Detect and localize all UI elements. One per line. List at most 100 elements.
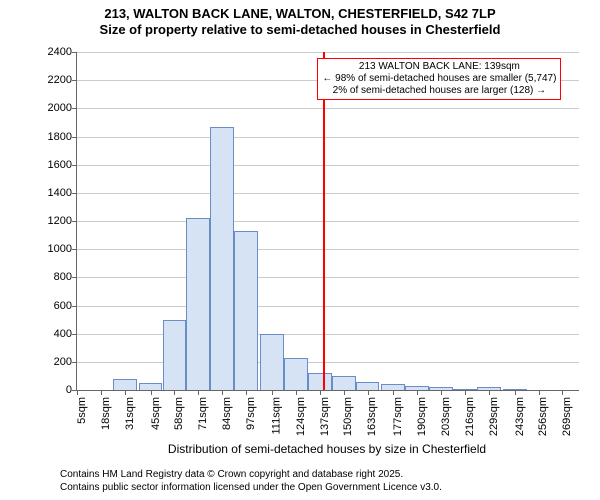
gridline bbox=[77, 362, 579, 363]
histogram-bar bbox=[356, 382, 380, 390]
x-tick-mark bbox=[222, 390, 223, 395]
chart-container: { "title_line1": "213, WALTON BACK LANE,… bbox=[0, 0, 600, 500]
histogram-bar bbox=[308, 373, 332, 390]
y-tick-label: 800 bbox=[54, 271, 72, 283]
x-tick-label: 137sqm bbox=[319, 397, 331, 436]
x-tick-label: 124sqm bbox=[295, 397, 307, 436]
x-tick-mark bbox=[320, 390, 321, 395]
footnote: Contains HM Land Registry data © Crown c… bbox=[60, 469, 442, 494]
y-tick-mark bbox=[72, 52, 77, 53]
plot-area: 213 WALTON BACK LANE: 139sqm← 98% of sem… bbox=[76, 52, 579, 391]
x-tick-label: 190sqm bbox=[416, 397, 428, 436]
title-line-2: Size of property relative to semi-detach… bbox=[0, 22, 600, 38]
y-tick-mark bbox=[72, 165, 77, 166]
y-tick-mark bbox=[72, 362, 77, 363]
y-tick-label: 2000 bbox=[48, 102, 72, 114]
x-tick-mark bbox=[296, 390, 297, 395]
histogram-bar bbox=[234, 231, 258, 390]
y-tick-label: 1600 bbox=[48, 159, 72, 171]
x-tick-label: 177sqm bbox=[392, 397, 404, 436]
histogram-bar bbox=[332, 376, 356, 390]
x-tick-mark bbox=[101, 390, 102, 395]
y-tick-label: 1800 bbox=[48, 131, 72, 143]
y-tick-label: 1000 bbox=[48, 243, 72, 255]
gridline bbox=[77, 137, 579, 138]
y-tick-label: 2200 bbox=[48, 74, 72, 86]
x-tick-mark bbox=[465, 390, 466, 395]
gridline bbox=[77, 306, 579, 307]
y-tick-mark bbox=[72, 221, 77, 222]
histogram-bar bbox=[163, 320, 187, 390]
x-tick-label: 58sqm bbox=[173, 397, 185, 430]
x-tick-label: 45sqm bbox=[150, 397, 162, 430]
x-tick-mark bbox=[272, 390, 273, 395]
gridline bbox=[77, 193, 579, 194]
histogram-bar bbox=[260, 334, 284, 390]
histogram-bar bbox=[284, 358, 308, 390]
x-tick-label: 216sqm bbox=[464, 397, 476, 436]
gridline bbox=[77, 277, 579, 278]
x-tick-mark bbox=[417, 390, 418, 395]
footnote-line-1: Contains HM Land Registry data © Crown c… bbox=[60, 469, 442, 482]
x-axis-title: Distribution of semi-detached houses by … bbox=[168, 442, 486, 456]
y-tick-mark bbox=[72, 108, 77, 109]
x-tick-mark bbox=[151, 390, 152, 395]
gridline bbox=[77, 165, 579, 166]
y-tick-mark bbox=[72, 277, 77, 278]
y-tick-mark bbox=[72, 249, 77, 250]
y-tick-label: 1200 bbox=[48, 215, 72, 227]
x-tick-mark bbox=[125, 390, 126, 395]
x-tick-mark bbox=[246, 390, 247, 395]
gridline bbox=[77, 108, 579, 109]
y-tick-label: 600 bbox=[54, 300, 72, 312]
footnote-line-2: Contains public sector information licen… bbox=[60, 482, 442, 495]
x-tick-mark bbox=[539, 390, 540, 395]
y-tick-label: 400 bbox=[54, 328, 72, 340]
annotation-line: ← 98% of semi-detached houses are smalle… bbox=[322, 73, 556, 85]
x-tick-label: 256sqm bbox=[538, 397, 550, 436]
title-line-1: 213, WALTON BACK LANE, WALTON, CHESTERFI… bbox=[0, 6, 600, 22]
x-tick-label: 163sqm bbox=[367, 397, 379, 436]
x-tick-mark bbox=[441, 390, 442, 395]
x-tick-label: 203sqm bbox=[440, 397, 452, 436]
x-tick-mark bbox=[344, 390, 345, 395]
y-tick-mark bbox=[72, 334, 77, 335]
y-tick-label: 200 bbox=[54, 356, 72, 368]
x-tick-mark bbox=[174, 390, 175, 395]
histogram-bar bbox=[139, 383, 163, 390]
histogram-bar bbox=[210, 127, 234, 390]
x-tick-label: 5sqm bbox=[76, 397, 88, 424]
chart-title: 213, WALTON BACK LANE, WALTON, CHESTERFI… bbox=[0, 6, 600, 39]
x-tick-label: 229sqm bbox=[488, 397, 500, 436]
x-tick-mark bbox=[489, 390, 490, 395]
x-tick-label: 269sqm bbox=[561, 397, 573, 436]
y-tick-mark bbox=[72, 193, 77, 194]
x-tick-label: 31sqm bbox=[124, 397, 136, 430]
gridline bbox=[77, 221, 579, 222]
histogram-bar bbox=[186, 218, 210, 390]
annotation-box: 213 WALTON BACK LANE: 139sqm← 98% of sem… bbox=[317, 58, 561, 100]
reference-line bbox=[323, 52, 325, 390]
x-tick-label: 97sqm bbox=[245, 397, 257, 430]
x-tick-mark bbox=[393, 390, 394, 395]
y-tick-label: 1400 bbox=[48, 187, 72, 199]
x-tick-mark bbox=[198, 390, 199, 395]
x-tick-mark bbox=[77, 390, 78, 395]
x-tick-label: 18sqm bbox=[100, 397, 112, 430]
x-tick-label: 71sqm bbox=[197, 397, 209, 430]
annotation-line: 213 WALTON BACK LANE: 139sqm bbox=[322, 61, 556, 73]
gridline bbox=[77, 249, 579, 250]
y-tick-mark bbox=[72, 306, 77, 307]
x-tick-label: 84sqm bbox=[221, 397, 233, 430]
x-tick-mark bbox=[515, 390, 516, 395]
y-tick-mark bbox=[72, 80, 77, 81]
y-tick-label: 2400 bbox=[48, 46, 72, 58]
x-tick-mark bbox=[368, 390, 369, 395]
y-tick-mark bbox=[72, 137, 77, 138]
y-tick-label: 0 bbox=[66, 384, 72, 396]
x-tick-label: 111sqm bbox=[271, 397, 283, 435]
x-tick-label: 150sqm bbox=[343, 397, 355, 436]
x-tick-mark bbox=[562, 390, 563, 395]
gridline bbox=[77, 52, 579, 53]
gridline bbox=[77, 334, 579, 335]
